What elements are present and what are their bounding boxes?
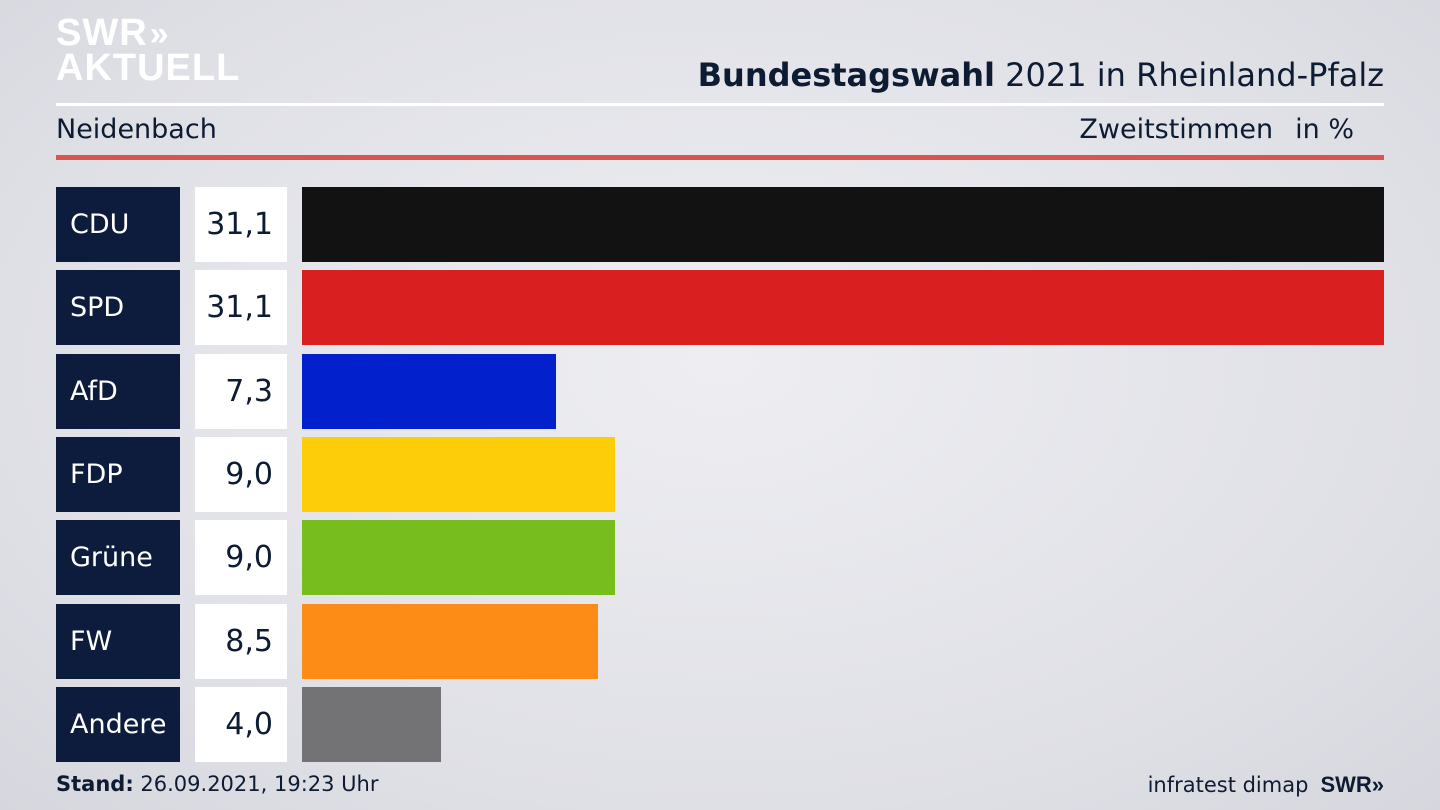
metric-unit: in % (1295, 114, 1354, 145)
value-label: 4,0 (195, 686, 287, 762)
title-rest: 2021 in Rheinland-Pfalz (995, 56, 1384, 94)
bar-row: Andere 4,0 (56, 686, 1384, 762)
party-label: FDP (56, 436, 180, 512)
title-bold: Bundestagswahl (697, 56, 995, 94)
bar (302, 686, 441, 762)
bar (302, 353, 556, 429)
source-name: infratest dimap (1147, 773, 1309, 797)
value-label: 8,5 (195, 603, 287, 679)
bar-row: SPD 31,1 (56, 270, 1384, 346)
bar (302, 187, 1384, 262)
swr-aktuell-logo: SWR» AKTUELL (56, 12, 241, 89)
value-label: 7,3 (195, 353, 287, 429)
page-title: Bundestagswahl 2021 in Rheinland-Pfalz (698, 56, 1384, 94)
timestamp-label: Stand: (56, 772, 134, 796)
value-label: 31,1 (195, 187, 287, 262)
value-label: 9,0 (195, 436, 287, 512)
party-label: SPD (56, 270, 180, 346)
party-label: CDU (56, 187, 180, 262)
bar-row: FDP 9,0 (56, 436, 1384, 512)
header-divider (56, 103, 1384, 106)
bar-row: CDU 31,1 (56, 187, 1384, 262)
value-label: 9,0 (195, 520, 287, 596)
bar-row: FW 8,5 (56, 603, 1384, 679)
bar (302, 520, 615, 596)
metric-label: Zweitstimmen in % (1079, 114, 1354, 145)
bar (302, 270, 1384, 346)
region-label: Neidenbach (56, 114, 217, 145)
bar-row: Grüne 9,0 (56, 520, 1384, 596)
metric-name: Zweitstimmen (1079, 114, 1274, 145)
accent-divider (56, 155, 1384, 160)
source-credit: infratest dimap SWR» (1148, 772, 1384, 798)
swr-logo: SWR» (1320, 772, 1384, 797)
party-label: FW (56, 603, 180, 679)
party-label: AfD (56, 353, 180, 429)
bar-row: AfD 7,3 (56, 353, 1384, 429)
value-label: 31,1 (195, 270, 287, 346)
bar (302, 436, 615, 512)
bar (302, 603, 598, 679)
party-label: Grüne (56, 520, 180, 596)
party-label: Andere (56, 686, 180, 762)
timestamp: Stand: 26.09.2021, 19:23 Uhr (56, 772, 379, 796)
timestamp-value: 26.09.2021, 19:23 Uhr (133, 772, 379, 796)
